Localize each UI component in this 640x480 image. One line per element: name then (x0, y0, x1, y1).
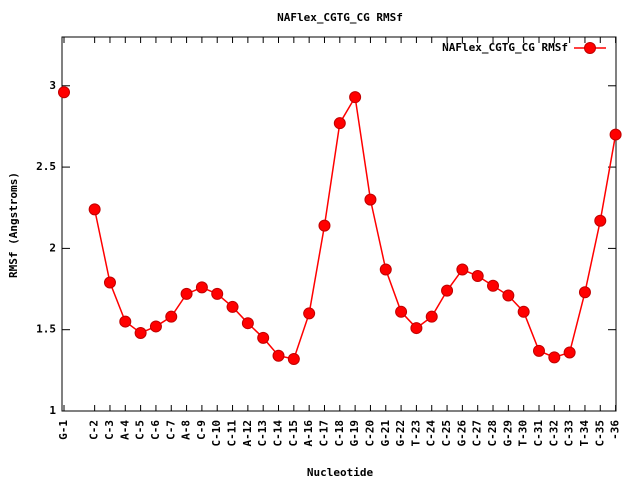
x-tick-label: C-9 (195, 420, 208, 440)
y-tick-label: 1.5 (36, 323, 56, 336)
data-point (134, 326, 147, 339)
data-point (103, 276, 116, 289)
y-tick-label: 2.5 (36, 160, 56, 173)
x-axis-label: Nucleotide (307, 466, 374, 479)
x-tick-label: T-30 (517, 420, 530, 447)
x-tick-label: C-31 (532, 420, 545, 447)
data-point (563, 346, 576, 359)
data-point (149, 320, 162, 333)
x-tick-label: A-12 (241, 420, 254, 447)
y-tick-label: 1 (49, 404, 56, 417)
data-point (211, 287, 224, 300)
x-tick-label: G-29 (501, 420, 514, 447)
data-point (364, 193, 377, 206)
data-point (471, 270, 484, 283)
legend-label: NAFlex_CGTG_CG RMSf (442, 41, 568, 54)
x-tick-label: G-21 (379, 420, 392, 447)
data-point (609, 128, 622, 141)
x-tick-label: A-8 (180, 420, 193, 440)
data-point (441, 284, 454, 297)
data-point (502, 289, 515, 302)
x-tick-label: C-15 (287, 420, 300, 447)
data-point (349, 91, 362, 104)
data-point (594, 214, 607, 227)
x-tick-label: C-27 (471, 420, 484, 447)
data-point (456, 263, 469, 276)
data-point (425, 310, 438, 323)
y-tick-label: 2 (49, 241, 56, 254)
data-point (272, 349, 285, 362)
y-tick-label: 3 (49, 79, 56, 92)
x-tick-label: C-20 (363, 420, 376, 447)
y-axis-label: RMSf (Angstroms) (7, 172, 20, 278)
x-tick-label: C-2 (88, 420, 101, 440)
data-point (548, 351, 561, 364)
data-point (180, 287, 193, 300)
x-tick-label: C-11 (226, 420, 239, 447)
x-tick-label: C-10 (210, 420, 223, 447)
x-tick-label: C-3 (103, 420, 116, 440)
x-tick-label: T-23 (409, 420, 422, 447)
x-tick-label: T-34 (578, 420, 591, 447)
x-tick-label: C-24 (425, 420, 438, 447)
data-point (410, 322, 423, 335)
x-tick-label: C-35 (593, 420, 606, 447)
data-point (88, 203, 101, 216)
data-point (303, 307, 316, 320)
data-point (318, 219, 331, 232)
data-point (287, 352, 300, 365)
x-tick-label: C-17 (317, 420, 330, 447)
x-tick-label: C-32 (547, 420, 560, 447)
x-tick-label: A-16 (302, 420, 315, 447)
x-tick-label: -36 (609, 420, 622, 440)
data-point (379, 263, 392, 276)
x-tick-label: C-28 (486, 420, 499, 447)
x-tick-label: C-33 (563, 420, 576, 447)
x-tick-label: C-13 (256, 420, 269, 447)
x-tick-label: G-19 (348, 420, 361, 447)
data-point (487, 279, 500, 292)
data-point (578, 286, 591, 299)
plot-frame (61, 36, 617, 412)
x-tick-label: C-6 (149, 420, 162, 440)
x-tick-label: C-25 (440, 420, 453, 447)
data-point (517, 305, 530, 318)
data-point (257, 331, 270, 344)
data-point (119, 315, 132, 328)
data-point (195, 281, 208, 294)
x-tick-label: C-7 (164, 420, 177, 440)
data-point (532, 344, 545, 357)
x-tick-label: G-1 (57, 420, 70, 440)
x-tick-label: A-4 (118, 420, 131, 440)
x-tick-label: C-18 (333, 420, 346, 447)
x-tick-label: C-14 (272, 420, 285, 447)
data-point (241, 317, 254, 330)
data-point (333, 117, 346, 130)
data-point (165, 310, 178, 323)
x-tick-label: G-26 (455, 420, 468, 447)
data-point (395, 305, 408, 318)
data-point (58, 86, 70, 99)
data-point (226, 300, 239, 313)
legend-marker (584, 42, 596, 54)
chart-title: NAFlex_CGTG_CG RMSf (277, 11, 403, 24)
x-tick-label: C-5 (134, 420, 147, 440)
x-tick-label: G-22 (394, 420, 407, 447)
